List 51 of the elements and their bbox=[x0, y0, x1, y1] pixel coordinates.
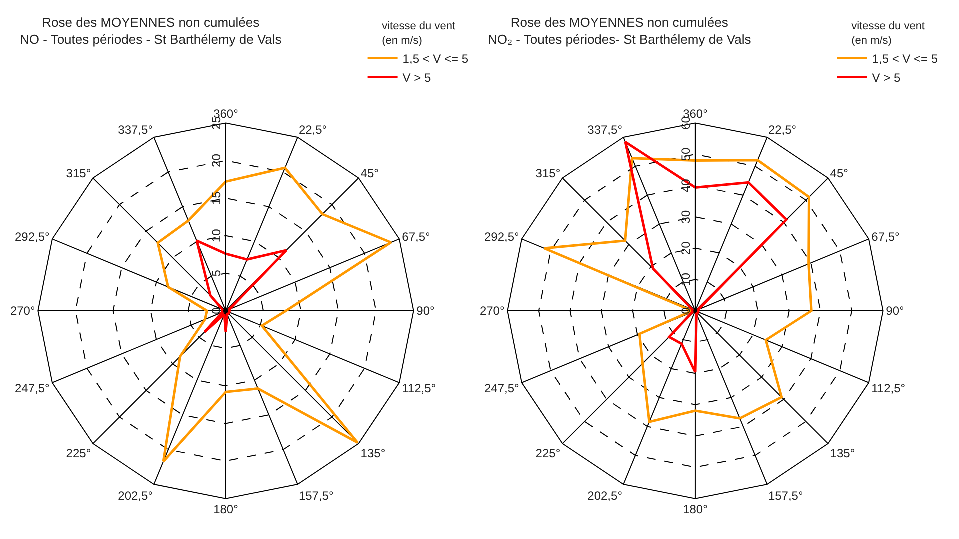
y-tick-label: 5 bbox=[210, 270, 224, 277]
y-tick-label: 40 bbox=[679, 178, 694, 192]
y-tick-label: 10 bbox=[679, 272, 694, 286]
y-tick-label: 20 bbox=[210, 154, 224, 168]
spoke-label: 292,5° bbox=[14, 230, 50, 244]
spoke-label: 270° bbox=[10, 304, 36, 318]
spoke-label: 202,5° bbox=[588, 488, 623, 503]
spoke-label: 247,5° bbox=[484, 381, 520, 396]
spoke-label: 157,5° bbox=[298, 488, 334, 503]
spoke-label: 180° bbox=[214, 502, 239, 517]
spoke-label: 135° bbox=[360, 446, 386, 460]
y-tick-label: 50 bbox=[679, 148, 694, 162]
legend-label: V > 5 bbox=[872, 70, 901, 85]
y-tick-label: 0 bbox=[210, 307, 224, 314]
spoke-label: 225° bbox=[66, 446, 92, 460]
spoke-label: 292,5° bbox=[484, 230, 520, 244]
chart-subtitle: NO₂ - Toutes périodes- St Barthélemy de Vals bbox=[488, 32, 752, 47]
spoke-label: 90° bbox=[886, 304, 905, 318]
legend-title: vitesse du vent (en m/s) bbox=[852, 20, 925, 47]
spoke-label: 337,5° bbox=[118, 123, 154, 138]
spoke-label: 315° bbox=[536, 166, 561, 180]
spoke-label: 90° bbox=[416, 304, 436, 318]
chart-subtitle: NO - Toutes périodes - St Barthélemy de Vals bbox=[20, 32, 282, 47]
legend-label: 1,5 < V <= 5 bbox=[872, 52, 938, 66]
spoke-label: 67,5° bbox=[402, 230, 431, 244]
spoke-label: 180° bbox=[683, 502, 708, 517]
chart-title: Rose des MOYENNES non cumulées bbox=[510, 15, 729, 30]
chart-title: Rose des MOYENNES non cumulées bbox=[42, 15, 260, 30]
spoke-label: 202,5° bbox=[118, 488, 154, 503]
spoke-label: 270° bbox=[480, 304, 505, 318]
spoke-label: 112,5° bbox=[872, 381, 906, 396]
y-tick-label: 0 bbox=[679, 307, 694, 314]
spoke-label: 157,5° bbox=[768, 488, 804, 503]
legend-label: 1,5 < V <= 5 bbox=[402, 52, 469, 66]
y-tick-label: 30 bbox=[679, 210, 694, 224]
y-tick-label: 10 bbox=[210, 228, 224, 243]
legend-title: vitesse du vent (en m/s) bbox=[382, 20, 456, 47]
spoke-label: 315° bbox=[66, 166, 92, 180]
spoke-label: 225° bbox=[536, 446, 561, 460]
spoke-label: 45° bbox=[830, 166, 849, 180]
spoke-label: 112,5° bbox=[402, 381, 436, 396]
spoke-label: 22,5° bbox=[768, 123, 797, 138]
spoke-label: 22,5° bbox=[298, 123, 328, 138]
spoke-label: 135° bbox=[830, 446, 856, 460]
legend-label: V > 5 bbox=[402, 70, 432, 85]
spoke-label: 337,5° bbox=[588, 123, 623, 138]
spoke-label: 45° bbox=[360, 166, 380, 180]
y-tick-label: 20 bbox=[679, 241, 694, 256]
y-tick-label: 15 bbox=[210, 191, 224, 206]
spoke-label: 67,5° bbox=[872, 230, 900, 244]
spoke-label: 247,5° bbox=[14, 381, 50, 396]
